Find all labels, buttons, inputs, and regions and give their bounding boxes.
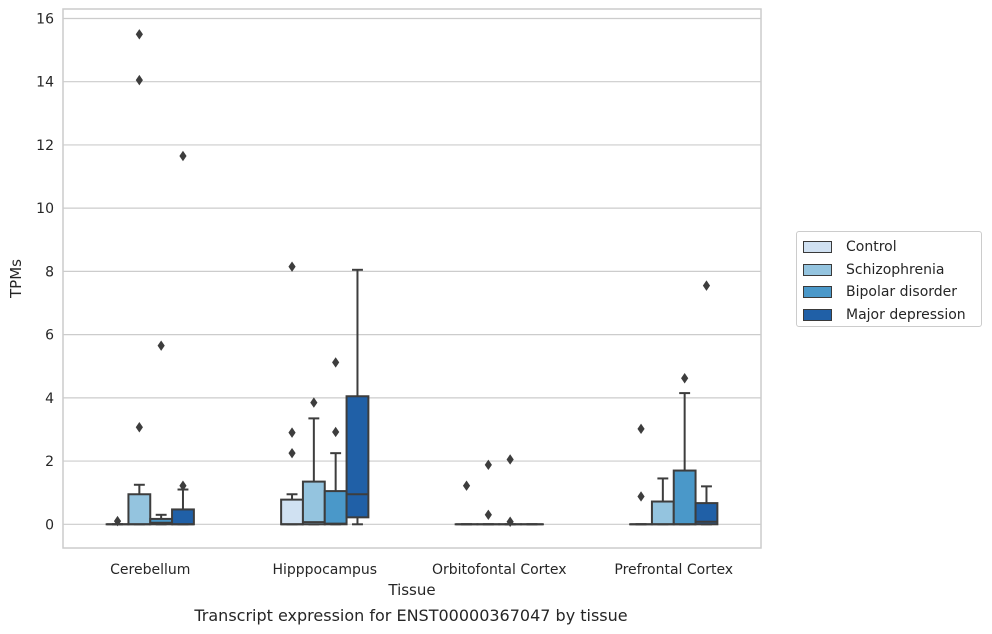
box-1-1	[301, 397, 326, 526]
outlier-point	[179, 480, 187, 491]
box-0-0	[105, 515, 130, 527]
box-body	[280, 498, 304, 526]
y-tick-label: 10	[36, 201, 54, 217]
x-tick-label: Cerebellum	[110, 562, 190, 578]
legend-item: Schizophrenia	[803, 259, 981, 282]
outlier-point	[637, 423, 645, 435]
chart-caption: Transcript expression for ENST0000036704…	[194, 606, 628, 625]
legend-label: Bipolar disorder	[846, 284, 958, 301]
x-axis-title: Tissue	[387, 581, 435, 599]
outlier-point	[702, 280, 711, 291]
box-body	[127, 493, 152, 526]
outlier-point	[484, 509, 492, 521]
y-tick-label: 12	[36, 138, 54, 154]
box-body	[323, 490, 348, 526]
outlier-point	[135, 422, 143, 433]
outlier-point	[179, 150, 187, 162]
box-2-1	[476, 459, 501, 526]
box-1-3	[345, 268, 370, 526]
y-tick-label: 4	[45, 391, 54, 407]
box-body	[301, 480, 326, 526]
outlier-point	[135, 29, 143, 40]
y-tick-label: 8	[45, 264, 54, 280]
box-2-2	[498, 454, 523, 527]
box-1-2	[323, 357, 348, 526]
y-tick-label: 0	[45, 517, 54, 533]
y-tick-label: 16	[36, 11, 54, 27]
legend-label: Schizophrenia	[846, 261, 945, 278]
box-series	[105, 29, 719, 527]
legend-swatch	[803, 286, 832, 299]
y-tick-label: 2	[45, 454, 54, 470]
box-1-0	[280, 261, 304, 526]
outlier-point	[484, 459, 492, 471]
legend-item: Major depression	[803, 304, 981, 327]
outlier-point	[288, 427, 296, 438]
grid-lines	[63, 17, 761, 525]
legend-item: Control	[803, 236, 981, 259]
outlier-point	[157, 340, 165, 351]
outlier-point	[135, 74, 143, 86]
box-3-2	[672, 373, 697, 526]
box-3-0	[629, 423, 653, 526]
legend-label: Control	[846, 239, 897, 256]
outlier-point	[681, 373, 689, 384]
box-2-0	[454, 480, 479, 526]
outlier-point	[332, 426, 340, 438]
legend: Control Schizophrenia Bipolar disorder Majo…	[796, 231, 982, 327]
box-body	[171, 508, 195, 526]
box-3-3	[694, 280, 719, 526]
box-0-3	[171, 150, 195, 526]
x-axis-ticks: Cerebellum Hipppocampus Orbitofontal Corte…	[110, 562, 733, 578]
x-tick-label: Orbitofontal Cortex	[432, 562, 567, 578]
y-axis-title: TPMs	[7, 259, 25, 299]
outlier-point	[288, 447, 296, 459]
legend-label: Major depression	[846, 306, 966, 323]
y-tick-label: 14	[36, 75, 54, 91]
outlier-point	[506, 454, 514, 465]
x-tick-label: Prefrontal Cortex	[614, 562, 733, 578]
box-3-1	[650, 477, 675, 526]
outlier-point	[637, 491, 645, 502]
outlier-point	[332, 357, 340, 368]
y-tick-label: 6	[45, 328, 54, 344]
box-0-1	[127, 29, 152, 526]
outlier-point	[462, 480, 471, 491]
legend-swatch	[803, 308, 832, 321]
outlier-point	[310, 397, 318, 408]
outlier-point	[113, 515, 122, 527]
legend-swatch	[803, 241, 832, 254]
box-body	[650, 500, 675, 526]
legend-item: Bipolar disorder	[803, 281, 981, 304]
box-0-2	[149, 340, 174, 526]
legend-swatch	[803, 263, 832, 276]
outlier-point	[506, 516, 514, 527]
y-axis-ticks: 0 2 4 6 8 10 12 14 16	[36, 11, 54, 533]
box-body	[345, 395, 370, 519]
box-body	[672, 469, 697, 526]
box-body	[694, 502, 719, 526]
x-tick-label: Hipppocampus	[272, 562, 377, 578]
outlier-point	[288, 261, 296, 272]
plot-area-frame	[62, 8, 762, 549]
